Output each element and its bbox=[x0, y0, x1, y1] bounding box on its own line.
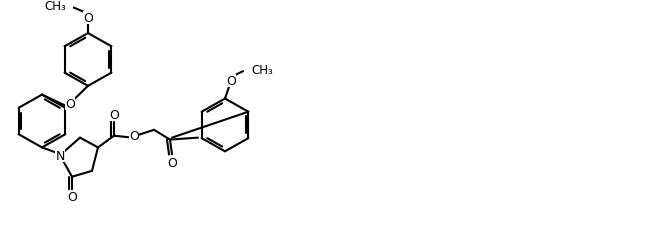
Text: CH₃: CH₃ bbox=[251, 64, 273, 76]
Text: O: O bbox=[226, 75, 236, 88]
Text: CH₃: CH₃ bbox=[44, 0, 66, 13]
Text: O: O bbox=[83, 12, 93, 25]
Text: O: O bbox=[167, 156, 177, 169]
Text: O: O bbox=[65, 98, 75, 110]
Text: N: N bbox=[56, 149, 65, 162]
Text: O: O bbox=[129, 130, 139, 142]
Text: O: O bbox=[109, 108, 119, 121]
Text: O: O bbox=[67, 190, 77, 203]
